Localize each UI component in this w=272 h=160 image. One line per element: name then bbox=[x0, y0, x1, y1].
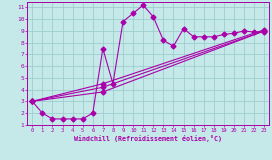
X-axis label: Windchill (Refroidissement éolien,°C): Windchill (Refroidissement éolien,°C) bbox=[74, 135, 222, 142]
